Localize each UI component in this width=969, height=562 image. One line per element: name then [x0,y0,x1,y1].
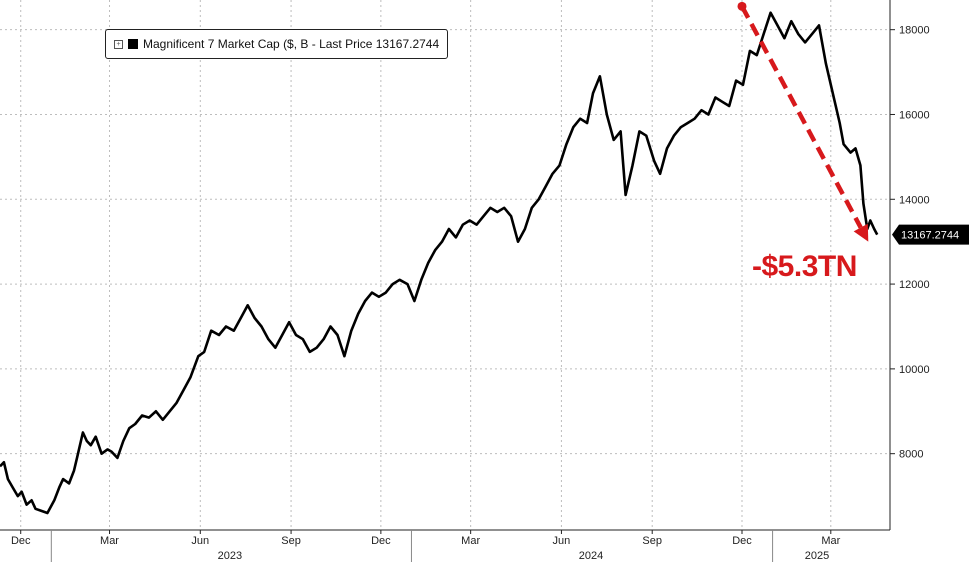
series-group [0,11,879,515]
decline-annotation: -$5.3TN [752,250,857,283]
y-tick-label: 14000 [899,194,930,206]
year-label: 2024 [579,550,603,562]
x-tick-label: Jun [191,535,209,547]
x-tick-label: Mar [821,535,840,547]
year-label: 2023 [218,550,242,562]
decline-arrow [737,1,869,242]
y-tick-label: 12000 [899,279,930,291]
legend-label: Magnificent 7 Market Cap ($, B - Last Pr… [143,37,440,51]
year-label: 2025 [805,550,829,562]
x-tick-label: Sep [642,535,662,547]
legend-swatch [128,39,138,49]
x-tick-label: Mar [461,535,480,547]
arrow-shaft [740,5,863,229]
y-axis: 8000 10000 12000 14000 16000 18000 [889,0,930,530]
legend-toggle-icon[interactable]: + [114,39,123,49]
gridlines [0,0,890,530]
y-tick-label: 8000 [899,449,923,461]
y-tick-label: 18000 [899,25,930,37]
y-tick-label: 10000 [899,364,930,376]
x-tick-label: Sep [281,535,301,547]
y-tick-label: 16000 [899,109,930,121]
x-tick-label: Dec [371,535,391,547]
x-tick-label: Dec [732,535,752,547]
arrow-head [853,223,869,242]
x-tick-label: Dec [11,535,31,547]
x-tick-label: Mar [100,535,119,547]
last-price-tag-bg [892,224,969,245]
legend[interactable]: + Magnificent 7 Market Cap ($, B - Last … [105,29,449,59]
last-price-tag: 13167.2744 [892,224,969,245]
x-tick-label: Jun [553,535,571,547]
last-price-label: 13167.2744 [901,230,959,242]
x-axis: Dec Mar Jun Sep Dec Mar Jun Sep Dec Mar 2023 2024 20… [0,529,890,562]
series-line [0,11,879,515]
